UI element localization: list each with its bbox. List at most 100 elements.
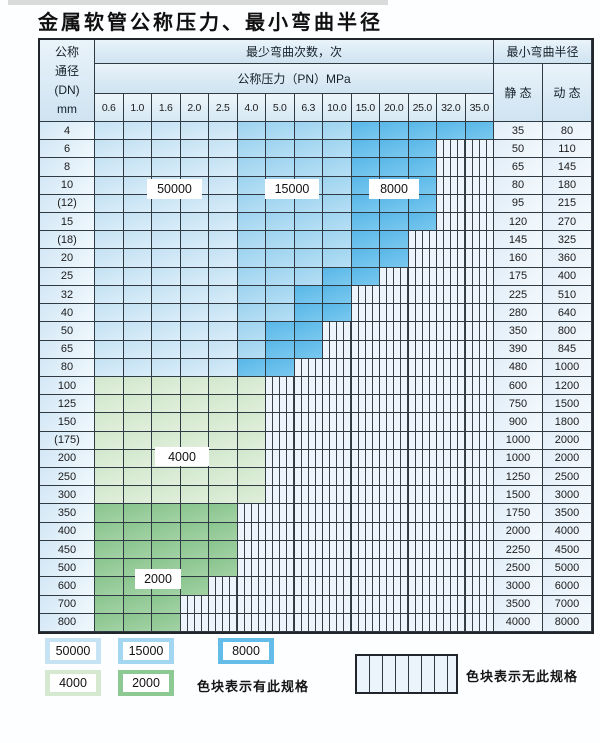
no-spec-cell (323, 413, 352, 432)
dynamic-radius-cell: 80 (543, 122, 592, 141)
spec-cell (408, 213, 437, 232)
no-spec-cell (237, 522, 266, 541)
no-spec-cell (408, 540, 437, 560)
spec-cell (351, 122, 380, 141)
spec-cell (209, 267, 238, 286)
no-spec-cell (351, 540, 380, 560)
spec-cell (180, 376, 209, 396)
spec-cell (123, 322, 152, 341)
no-spec-cell (323, 540, 352, 560)
spec-cell (266, 231, 295, 250)
spec-cell (266, 322, 295, 341)
legend-swatch-2000: 2000 (118, 670, 174, 696)
spec-cell (209, 413, 238, 432)
no-spec-cell (465, 358, 494, 377)
spec-cell (152, 285, 181, 305)
no-spec-cell (209, 595, 238, 614)
legend-note-no-spec: 色块表示无此规格 (466, 669, 579, 684)
no-spec-cell (408, 431, 437, 450)
dynamic-radius-cell: 3000 (543, 486, 592, 505)
no-spec-cell (380, 504, 409, 523)
spec-cell (123, 540, 152, 560)
spec-cell (266, 304, 295, 323)
spec-cell (123, 285, 152, 305)
dynamic-radius-cell: 2500 (543, 468, 592, 487)
no-spec-cell (323, 358, 352, 377)
spec-cell (180, 231, 209, 250)
dn-cell: 450 (40, 540, 95, 560)
legend-swatch-8000: 8000 (218, 638, 274, 664)
no-spec-cell (465, 194, 494, 214)
spec-cell (237, 449, 266, 469)
no-spec-cell (437, 231, 466, 250)
corner-line-2: 通径 (54, 63, 79, 78)
no-spec-cell (294, 468, 323, 487)
spec-cell (152, 595, 181, 614)
spec-cell (237, 413, 266, 432)
no-spec-cell (408, 486, 437, 505)
spec-cell (266, 140, 295, 159)
cycle-label-15000: 15000 (265, 179, 319, 199)
spec-cell (237, 322, 266, 341)
spec-cell (380, 249, 409, 268)
spec-cell (351, 213, 380, 232)
spec-cell (209, 194, 238, 214)
no-spec-cell (437, 395, 466, 414)
no-spec-cell (294, 486, 323, 505)
no-spec-cell (266, 504, 295, 523)
spec-cell (180, 358, 209, 377)
spec-cell (180, 413, 209, 432)
dn-cell: 32 (40, 285, 95, 305)
spec-cell (351, 231, 380, 250)
no-spec-cell (437, 577, 466, 596)
dynamic-radius-cell: 2000 (543, 449, 592, 469)
dn-cell: 20 (40, 249, 95, 268)
no-spec-cell (437, 140, 466, 159)
static-radius-cell: 65 (494, 158, 543, 177)
no-spec-cell (465, 413, 494, 432)
dynamic-column-header: 动 态 (543, 64, 592, 122)
spec-cell (209, 395, 238, 414)
no-spec-cell (408, 358, 437, 377)
static-radius-cell: 4000 (494, 613, 543, 632)
no-spec-cell (408, 413, 437, 432)
no-spec-cell (237, 540, 266, 560)
spec-cell (152, 358, 181, 377)
dynamic-radius-cell: 6000 (543, 577, 592, 596)
no-spec-cell (465, 231, 494, 250)
pn-column-header: 1.6 (152, 94, 181, 122)
static-radius-cell: 35 (494, 122, 543, 141)
no-spec-cell (266, 449, 295, 469)
spec-cell (152, 122, 181, 141)
spec-cell (95, 540, 124, 560)
no-spec-cell (380, 322, 409, 341)
legend-note-has-spec: 色块表示有此规格 (197, 679, 310, 694)
spec-cell (95, 559, 124, 578)
no-spec-cell (237, 559, 266, 578)
spec-cell (323, 213, 352, 232)
pn-column-header: 6.3 (294, 94, 323, 122)
spec-cell (323, 140, 352, 159)
no-spec-cell (323, 395, 352, 414)
static-radius-cell: 95 (494, 194, 543, 214)
spec-cell (351, 140, 380, 159)
static-radius-cell: 120 (494, 213, 543, 232)
spec-cell (95, 431, 124, 450)
spec-cell (180, 522, 209, 541)
spec-cell (123, 340, 152, 359)
spec-cell (323, 285, 352, 305)
no-spec-cell (380, 395, 409, 414)
no-spec-cell (408, 267, 437, 286)
no-spec-cell (437, 431, 466, 450)
spec-cell (123, 613, 152, 632)
spec-cell (123, 249, 152, 268)
spec-cell (123, 122, 152, 141)
no-spec-cell (180, 613, 209, 632)
dn-cell: 15 (40, 213, 95, 232)
spec-cell (294, 285, 323, 305)
static-radius-cell: 600 (494, 376, 543, 396)
spec-cell (123, 468, 152, 487)
spec-cell (237, 376, 266, 396)
no-spec-cell (266, 413, 295, 432)
no-spec-cell (408, 340, 437, 359)
